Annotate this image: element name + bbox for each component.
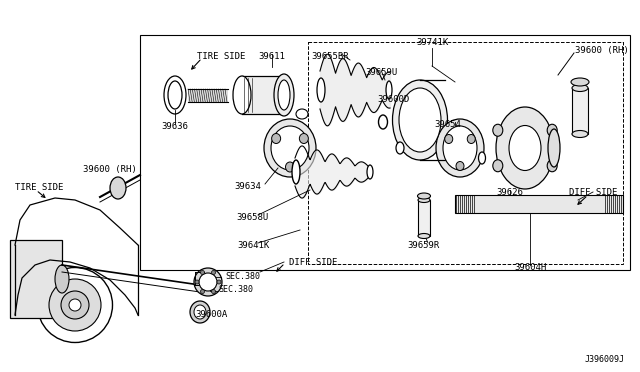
Ellipse shape	[493, 160, 503, 172]
Ellipse shape	[548, 129, 560, 167]
Text: 39654: 39654	[435, 120, 461, 129]
Bar	[10, 240, 62, 318]
Ellipse shape	[443, 126, 477, 170]
Ellipse shape	[396, 142, 404, 154]
Ellipse shape	[274, 74, 294, 116]
Ellipse shape	[296, 109, 308, 119]
Ellipse shape	[264, 119, 316, 177]
Ellipse shape	[168, 81, 182, 109]
Bar	[418, 200, 430, 236]
Text: 39634: 39634	[235, 182, 261, 191]
Ellipse shape	[572, 84, 588, 92]
Text: 39604H: 39604H	[514, 263, 546, 272]
Ellipse shape	[199, 273, 217, 291]
Ellipse shape	[479, 152, 486, 164]
Bar	[308, 42, 623, 264]
Text: 39600D: 39600D	[377, 95, 409, 104]
Bar	[140, 35, 630, 270]
Bar	[242, 76, 284, 114]
Text: 39636: 39636	[161, 122, 188, 131]
Ellipse shape	[69, 299, 81, 311]
Text: 39659R: 39659R	[407, 241, 439, 250]
Text: SEC.380: SEC.380	[218, 285, 253, 294]
Ellipse shape	[571, 78, 589, 86]
Text: 39600 (RH): 39600 (RH)	[83, 165, 137, 174]
Ellipse shape	[418, 198, 430, 202]
Ellipse shape	[547, 124, 557, 136]
Ellipse shape	[110, 177, 126, 199]
Ellipse shape	[190, 301, 210, 323]
Bar	[572, 88, 588, 134]
Ellipse shape	[271, 126, 309, 170]
Ellipse shape	[49, 279, 101, 331]
Text: SEC.380: SEC.380	[225, 272, 260, 281]
Ellipse shape	[55, 265, 69, 293]
Ellipse shape	[436, 119, 484, 177]
Ellipse shape	[496, 107, 554, 189]
Text: DIFF SIDE: DIFF SIDE	[289, 258, 337, 267]
Ellipse shape	[392, 80, 447, 160]
Ellipse shape	[399, 88, 441, 152]
Ellipse shape	[367, 165, 373, 179]
Ellipse shape	[317, 78, 325, 102]
Ellipse shape	[493, 124, 503, 136]
Text: J396009J: J396009J	[585, 355, 625, 364]
Ellipse shape	[547, 160, 557, 172]
Ellipse shape	[300, 134, 308, 144]
Ellipse shape	[195, 280, 199, 284]
Ellipse shape	[278, 80, 290, 110]
Ellipse shape	[217, 280, 221, 284]
Ellipse shape	[61, 291, 89, 319]
Ellipse shape	[418, 234, 430, 238]
Ellipse shape	[445, 135, 452, 144]
Text: TIRE SIDE: TIRE SIDE	[15, 183, 63, 192]
Ellipse shape	[211, 270, 216, 275]
Ellipse shape	[200, 270, 205, 275]
Text: 39658U: 39658U	[236, 213, 268, 222]
Ellipse shape	[509, 125, 541, 170]
Ellipse shape	[417, 193, 431, 199]
Ellipse shape	[467, 135, 476, 144]
Text: 39611: 39611	[259, 52, 285, 61]
Ellipse shape	[233, 76, 251, 114]
Text: 39600A: 39600A	[195, 310, 227, 319]
Ellipse shape	[378, 115, 387, 129]
Ellipse shape	[200, 289, 205, 294]
Text: DIFF SIDE: DIFF SIDE	[569, 188, 617, 197]
Text: 39659U: 39659U	[365, 68, 397, 77]
Text: 39741K: 39741K	[416, 38, 448, 47]
Text: 39626: 39626	[497, 188, 524, 197]
Ellipse shape	[292, 160, 300, 184]
Ellipse shape	[194, 268, 222, 296]
Ellipse shape	[271, 134, 281, 144]
Ellipse shape	[38, 267, 113, 343]
Text: TIRE SIDE: TIRE SIDE	[197, 52, 245, 61]
Text: 39655BR: 39655BR	[311, 52, 349, 61]
Ellipse shape	[285, 162, 294, 172]
Ellipse shape	[194, 305, 206, 319]
Ellipse shape	[386, 81, 392, 99]
Ellipse shape	[211, 289, 216, 294]
Text: 39600 (RH): 39600 (RH)	[575, 46, 628, 55]
Bar	[188, 89, 228, 102]
Bar	[455, 195, 623, 213]
Ellipse shape	[572, 131, 588, 138]
Ellipse shape	[456, 161, 464, 170]
Text: 39641K: 39641K	[237, 241, 269, 250]
Ellipse shape	[164, 76, 186, 114]
